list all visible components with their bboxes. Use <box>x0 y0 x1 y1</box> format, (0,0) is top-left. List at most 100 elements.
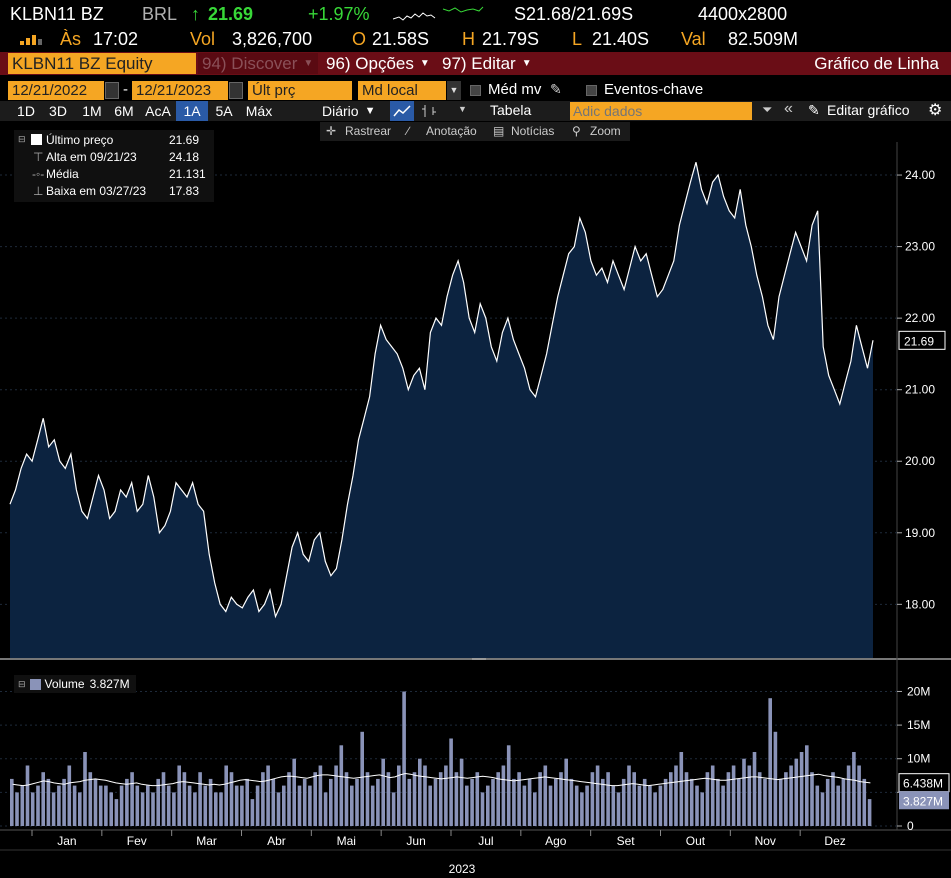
volume-bar <box>365 772 370 826</box>
edit-menu[interactable]: 97) Editar ▼ <box>438 53 542 74</box>
period-button-1m[interactable]: 1M <box>82 103 102 119</box>
volume-bar <box>522 785 527 826</box>
period-button-5a[interactable]: 5A <box>215 103 233 119</box>
volume-tick-label: 10M <box>907 752 930 766</box>
date-from-input[interactable]: 12/21/2022 <box>8 81 104 100</box>
filter-icon[interactable]: ⏷ <box>762 102 773 117</box>
annotate-icon[interactable]: ∕ <box>407 124 410 138</box>
volume-legend-collapse-icon[interactable]: ⊟ <box>18 678 26 689</box>
volume-bar <box>292 758 296 826</box>
zoom-icon[interactable]: ⚲ <box>572 124 581 138</box>
volume-bar <box>51 792 56 826</box>
frequency-label: Diário <box>322 103 359 119</box>
volume-bar <box>831 772 835 826</box>
period-button-aca[interactable]: AcA <box>145 103 171 119</box>
calendar-icon[interactable] <box>105 82 119 99</box>
crosshair-icon[interactable]: ✛ <box>326 124 337 138</box>
volume-bar <box>669 772 673 826</box>
key-events-checkbox[interactable] <box>586 85 597 96</box>
volume-bar <box>203 785 208 826</box>
track-tool[interactable]: Rastrear <box>345 124 392 138</box>
period-button-1a[interactable]: 1A <box>176 101 208 121</box>
volume-bar <box>355 778 359 826</box>
volume-tick-label: 0 <box>907 819 914 833</box>
volume-bar <box>470 778 474 826</box>
volume-bar <box>695 785 699 826</box>
pencil-icon[interactable]: ✎ <box>550 81 562 97</box>
volume-bar <box>83 752 87 826</box>
frequency-select[interactable]: Diário ▼ <box>318 101 379 121</box>
volume-bar <box>344 772 349 826</box>
settings-gear-icon[interactable]: ⚙ <box>928 102 943 119</box>
volume-bar <box>637 785 642 826</box>
volume-bar <box>517 772 521 826</box>
discover-menu[interactable]: 94) Discover ▼ <box>198 53 318 74</box>
value-traded: 82.509M <box>728 28 799 49</box>
date-to-input[interactable]: 12/21/2023 <box>132 81 228 100</box>
options-menu[interactable]: 96) Opções ▼ <box>322 53 434 74</box>
period-button-máx[interactable]: Máx <box>245 103 273 119</box>
month-label: Mai <box>337 834 356 848</box>
field-select[interactable]: Últ prç <box>248 81 352 100</box>
security-field[interactable]: KLBN11 BZ Equity <box>8 53 196 74</box>
mode-select[interactable]: Md local <box>358 81 446 100</box>
table-button[interactable]: Tabela <box>490 102 532 118</box>
annotate-tool[interactable]: Anotação <box>426 124 477 138</box>
volume-bar <box>15 792 19 826</box>
collapse-icon[interactable]: « <box>784 100 793 117</box>
up-arrow-icon: ↑ <box>191 3 200 24</box>
zoom-tool[interactable]: Zoom <box>590 124 621 138</box>
field-select-text: Últ prç <box>252 82 296 99</box>
open-label: O <box>352 28 367 49</box>
calendar-icon[interactable] <box>229 82 243 99</box>
period-button-1d[interactable]: 1D <box>17 103 35 119</box>
volume-bar <box>538 772 542 826</box>
low-label: L <box>572 28 583 49</box>
volume-bar <box>768 698 772 826</box>
volume-bar <box>146 785 150 826</box>
news-tool[interactable]: Notícias <box>511 124 555 138</box>
chart-type-dropdown-icon[interactable]: ▼ <box>458 104 467 114</box>
volume-bar <box>229 772 234 826</box>
volume-bar <box>642 778 647 826</box>
volume-bar <box>62 778 66 826</box>
price-tick-label: 22.00 <box>905 311 935 325</box>
candlestick-icon[interactable] <box>418 101 440 121</box>
line-chart-icon[interactable] <box>390 101 414 121</box>
mov-avg-checkbox[interactable] <box>470 85 481 96</box>
edit-chart-button[interactable]: Editar gráfico <box>827 102 910 118</box>
volume-bar <box>214 792 218 826</box>
volume-bar <box>41 772 45 826</box>
chart-tools: ✛ Rastrear ∕ Anotação ▤ Notícias ⚲ Zoom <box>320 122 630 141</box>
price-volume-chart[interactable]: 18.00 19.00 20.00 21.00 22.00 23.00 24.00 21.69… <box>0 142 951 878</box>
volume-bar <box>287 772 291 826</box>
mode-dropdown-button[interactable]: ▼ <box>447 81 461 100</box>
month-label: Jan <box>57 834 76 848</box>
edit-chart-pencil-icon[interactable]: ✎ <box>808 102 820 118</box>
add-data-input[interactable] <box>570 102 752 120</box>
legend-collapse-icon[interactable]: ⊟ <box>18 134 26 144</box>
news-icon[interactable]: ▤ <box>493 124 505 138</box>
time-label: Às <box>60 28 82 49</box>
volume-bar <box>318 765 323 826</box>
price-line <box>9 162 874 619</box>
legend-avg-label: Média <box>46 166 79 181</box>
volume-bar <box>208 778 213 826</box>
legend-last-label: Último preço <box>46 132 114 147</box>
volume-bar <box>261 772 265 826</box>
volume-bar <box>20 785 25 826</box>
period-buttons: 1D 3D 1M 6M AcA 1A 5A Máx <box>12 101 278 121</box>
volume-bar <box>397 765 401 826</box>
period-button-6m[interactable]: 6M <box>114 103 134 119</box>
month-label: Abr <box>267 834 286 848</box>
period-button-3d[interactable]: 3D <box>49 103 67 119</box>
volume-bar <box>742 758 746 826</box>
month-label: Mar <box>196 834 217 848</box>
price-legend: ⊟ Último preço 21.69 ⊤ Alta em 09/21/23 … <box>14 130 214 202</box>
volume-bar <box>716 778 720 826</box>
volume-bar <box>700 792 704 826</box>
price-area <box>10 162 873 658</box>
volume-bar <box>789 765 793 826</box>
volume-bar <box>25 765 30 826</box>
year-label: 2023 <box>449 862 476 876</box>
